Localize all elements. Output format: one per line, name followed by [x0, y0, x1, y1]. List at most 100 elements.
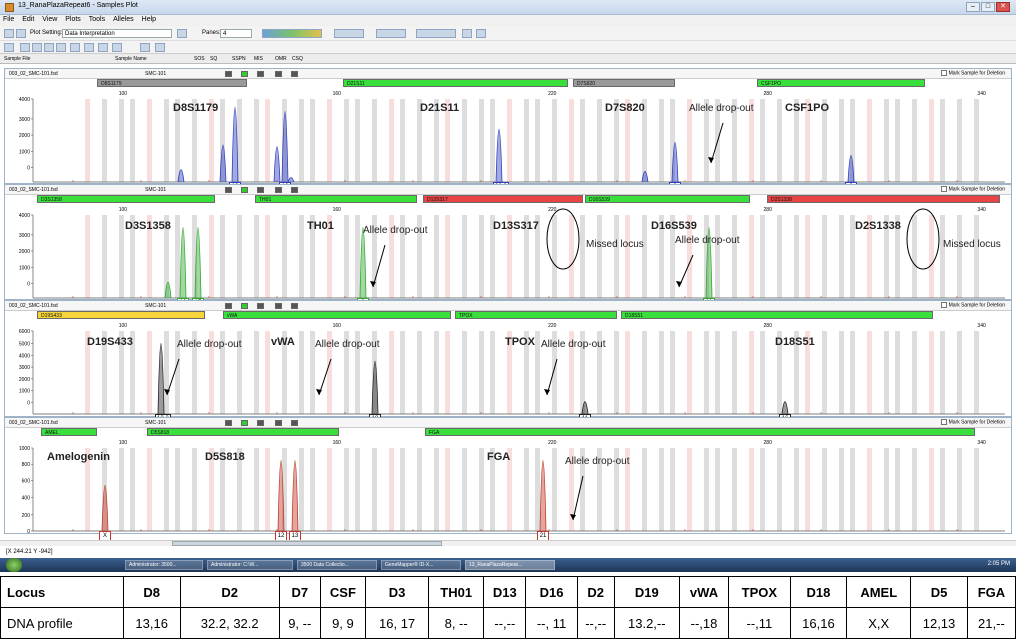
zoom-out-icon[interactable] — [32, 43, 42, 52]
sample-plot-panel-2: 003_02_SMC-101.fsd SMC-101 Mark Sample for… — [4, 184, 1012, 308]
peak — [231, 107, 239, 183]
task-samples-plot[interactable]: 13_RanaPlazaRepeat... — [465, 560, 555, 570]
mark-for-deletion-checkbox[interactable]: Mark Sample for Deletion — [940, 70, 1005, 76]
allele-bin-stripe — [867, 331, 872, 414]
mark-for-deletion-checkbox[interactable]: Mark Sample for Deletion — [940, 186, 1005, 192]
marker-bin-d21s11[interactable]: D21S11 — [343, 79, 568, 87]
marker-bin-d7s820[interactable]: D7S820 — [573, 79, 675, 87]
allele-icon[interactable] — [70, 43, 80, 52]
allele-bin-stripe — [867, 215, 872, 298]
allele-bin-stripe — [777, 331, 782, 414]
allele-bin-stripe — [119, 215, 124, 298]
arrow-head — [708, 157, 714, 163]
peak — [705, 227, 713, 299]
annotation-arrow — [166, 358, 180, 396]
task-admin-2[interactable]: Administrator: C:\W... — [207, 560, 293, 570]
peak — [581, 401, 589, 415]
table-header-cell: D7 — [278, 576, 321, 608]
col-sample-file: Sample File — [4, 56, 31, 62]
task-admin-1[interactable]: Administrator: 3500... — [125, 560, 203, 570]
grid-icon[interactable] — [140, 43, 150, 52]
menu-alleles[interactable]: Alleles — [113, 16, 134, 23]
zoom-in-icon[interactable] — [20, 43, 30, 52]
allele-bin-stripe — [524, 331, 529, 414]
allele-bin-stripe — [310, 331, 315, 414]
table-header-cell: CSF — [319, 576, 367, 608]
filter-icon[interactable] — [112, 43, 122, 52]
zoom-icon[interactable] — [416, 29, 456, 38]
marker-bin-d2s1338[interactable]: D2S1338 — [767, 195, 1000, 203]
sample-plot-panel-1: 003_02_SMC-101.fsd SMC-101 Mark Sample for… — [4, 68, 1012, 192]
marker-bin-amel[interactable]: AMEL — [41, 428, 97, 436]
marker-bin-d18s51[interactable]: D18S51 — [621, 311, 933, 319]
horizontal-scrollbar[interactable] — [0, 540, 1016, 546]
marker-bin-d3s1358[interactable]: D3S1358 — [37, 195, 215, 203]
dye-color-icons[interactable] — [262, 29, 322, 38]
start-button[interactable] — [6, 558, 22, 572]
allele-bin-stripe — [974, 331, 979, 414]
annotation-label: Allele drop-out — [689, 103, 754, 114]
marker-bin-d19s433[interactable]: D19S433 — [37, 311, 205, 319]
table-header-cell: FGA — [966, 576, 1016, 608]
allele-bin-stripe — [524, 215, 529, 298]
annotation-arrow — [710, 122, 724, 164]
marker-icon[interactable] — [98, 43, 108, 52]
allele-bin-stripe — [254, 448, 259, 531]
marker-bin-fga[interactable]: FGA — [425, 428, 975, 436]
electropherogram: 100 160 220 280 340 4000 3000 2000 1000 0 D8S1179 D… — [5, 89, 1011, 184]
sample-icon[interactable] — [4, 43, 14, 52]
locus-label: D5S818 — [205, 451, 245, 463]
print-icon[interactable] — [4, 29, 14, 38]
marker-bin-tpox[interactable]: TPOX — [455, 311, 617, 319]
mark-for-deletion-checkbox[interactable]: Mark Sample for Deletion — [940, 419, 1005, 425]
annotation-label: Missed locus — [943, 239, 1001, 250]
close-button[interactable]: ✕ — [996, 2, 1010, 12]
marker-bin-csf1po[interactable]: CSF1PO — [757, 79, 925, 87]
allele-bin-stripe — [839, 99, 844, 182]
task-genemapper[interactable]: GeneMapper® ID-X... — [381, 560, 461, 570]
table-view-icon[interactable] — [376, 29, 406, 38]
marker-bin-d16s539[interactable]: D16S539 — [585, 195, 750, 203]
taskbar-clock: 2:05 PM — [987, 561, 1010, 567]
marker-bin-d13s317[interactable]: D13S317 — [423, 195, 583, 203]
table-cell: --,18 — [678, 607, 730, 639]
marker-bin-th01[interactable]: TH01 — [255, 195, 417, 203]
col-sample-name: Sample Name — [115, 56, 147, 62]
list-icon[interactable] — [155, 43, 165, 52]
menu-help[interactable]: Help — [141, 16, 157, 23]
label-icon[interactable] — [56, 43, 66, 52]
allele-bin-stripe — [327, 215, 332, 298]
plot-settings-editor-icon[interactable] — [177, 29, 187, 38]
marker-bin-d8s1179[interactable]: D8S1179 — [97, 79, 247, 87]
task-data-collection[interactable]: 3500 Data Collectio... — [297, 560, 377, 570]
locus-label: D21S11 — [420, 102, 459, 114]
locus-label: D2S1338 — [855, 220, 901, 232]
menu-plots[interactable]: Plots — [65, 16, 81, 23]
allele-bin-stripe — [130, 215, 135, 298]
minimize-button[interactable]: – — [966, 2, 980, 12]
menu-edit[interactable]: Edit — [22, 16, 35, 23]
print-preview-icon[interactable] — [16, 29, 26, 38]
full-view-icon[interactable] — [44, 43, 54, 52]
overlay-icon[interactable] — [334, 29, 364, 38]
allele-bin-stripe — [372, 99, 377, 182]
marker-bin-d5s818[interactable]: D5S818 — [147, 428, 339, 436]
scroll-thumb[interactable] — [172, 541, 442, 546]
menu-file[interactable]: File — [3, 16, 15, 23]
panes-select[interactable]: 4 — [220, 29, 252, 38]
maximize-button[interactable]: □ — [981, 2, 995, 12]
missed-locus-ellipse — [546, 208, 580, 270]
marker-bin-vwa[interactable]: vWA — [223, 311, 451, 319]
mark-for-deletion-checkbox[interactable]: Mark Sample for Deletion — [940, 302, 1005, 308]
allele-bin-stripe — [777, 99, 782, 182]
plot-setting-select[interactable]: Data Interpretation — [62, 29, 172, 38]
menu-view[interactable]: View — [42, 16, 58, 23]
allele-bin-stripe — [569, 215, 574, 298]
help-icon[interactable] — [476, 29, 486, 38]
peak-icon[interactable] — [462, 29, 472, 38]
menu-tools[interactable]: Tools — [88, 16, 106, 23]
allele-bin-stripe — [884, 331, 889, 414]
peak — [101, 484, 109, 532]
bin-icon[interactable] — [84, 43, 94, 52]
allele-bin-stripe — [597, 448, 602, 531]
